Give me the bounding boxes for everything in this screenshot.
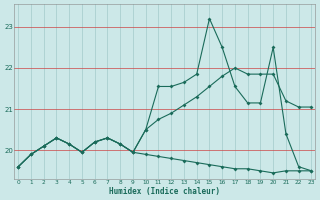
X-axis label: Humidex (Indice chaleur): Humidex (Indice chaleur) xyxy=(109,187,220,196)
